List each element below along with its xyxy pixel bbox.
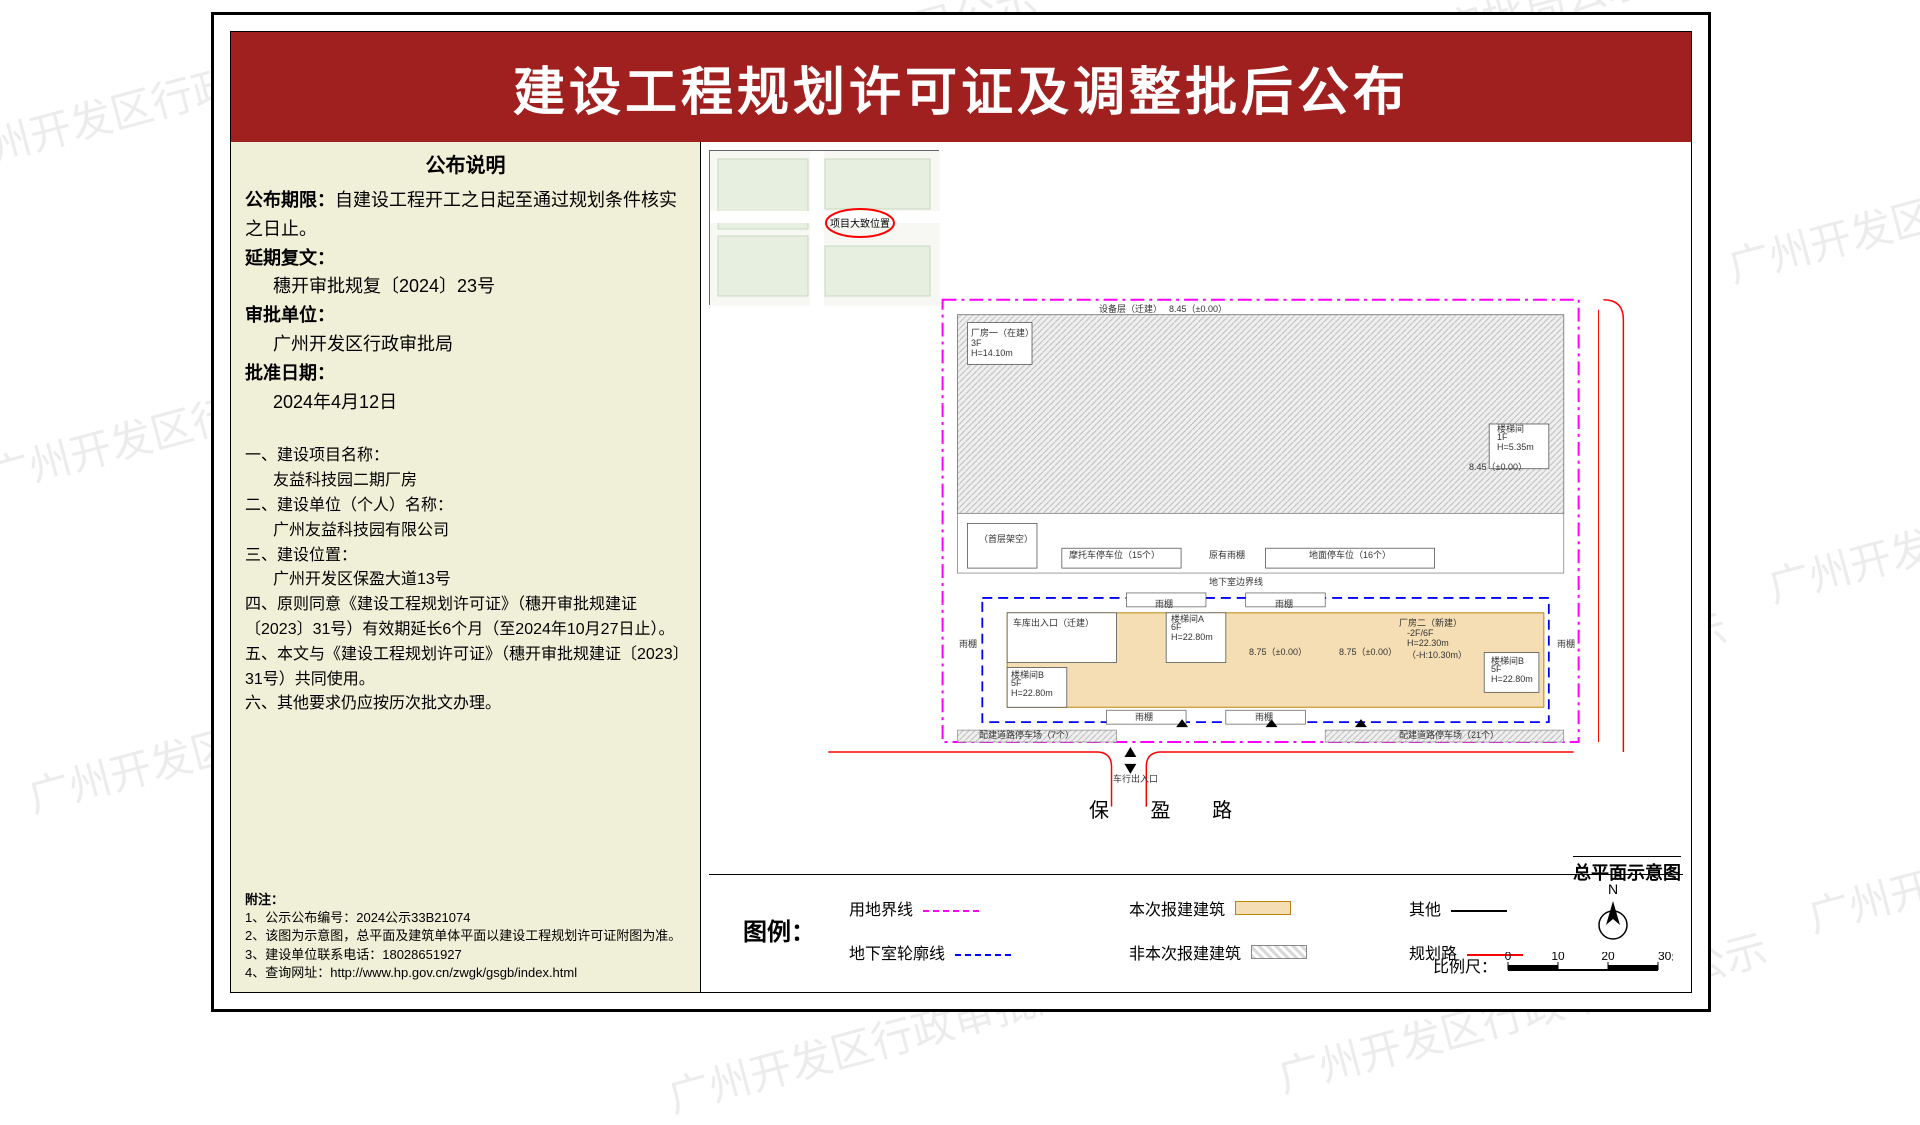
detail-2-text: 广州友益科技园有限公司 — [245, 519, 686, 544]
note-2: 2、该图为示意图，总平面及建筑单体平面以建设工程规划许可证附图为准。 — [245, 927, 686, 945]
site-plan: 厂房一（在建） 3F H=14.10m 设备层（迁建） 8.45（±0.00） … — [709, 150, 1683, 857]
plan-svg — [709, 150, 1683, 857]
lbl-h2b: 5F H=22.80m — [1011, 678, 1053, 698]
delay-label: 延期复文： — [245, 244, 686, 273]
detail-2-label: 二、建设单位（个人）名称： — [245, 494, 686, 519]
announcement-header: 公布说明 — [245, 150, 686, 182]
legend-land-boundary: 用地界线 — [849, 896, 1069, 920]
note-3: 3、建设单位联系电话：18028651927 — [245, 946, 686, 964]
scale-bar: 比例尺： 0 10 20 30米 — [1433, 952, 1673, 978]
lbl-elev2: 8.45（±0.00） — [1469, 460, 1527, 473]
legend-land-boundary-label: 用地界线 — [849, 896, 913, 920]
delay-text: 穗开审批规复〔2024〕23号 — [245, 272, 686, 301]
svg-text:0: 0 — [1505, 952, 1512, 963]
unit-label: 审批单位： — [245, 301, 686, 330]
lbl-setback-l: 配建道路停车场（7个） — [979, 728, 1074, 741]
lbl-elev1: 8.45（±0.00） — [1169, 302, 1227, 315]
date-text: 2024年4月12日 — [245, 388, 686, 417]
detail-4: 四、原则同意《建设工程规划许可证》（穗开审批规建证〔2023〕31号）有效期延长… — [245, 593, 686, 643]
lbl-h5: 1F H=5.35m — [1497, 432, 1534, 452]
lbl-h1: 3F H=14.10m — [971, 338, 1013, 358]
lbl-shed6: 雨棚 — [1557, 637, 1575, 650]
svg-text:10: 10 — [1551, 952, 1565, 963]
legend-basement-label: 地下室轮廓线 — [849, 940, 945, 964]
lbl-h3: -2F/6F H=22.30m （-H:10.30m） — [1407, 628, 1467, 661]
note-4: 4、查询网址：http://www.hp.gov.cn/zwgk/gsgb/in… — [245, 964, 686, 982]
detail-1-label: 一、建设项目名称： — [245, 444, 686, 469]
page-title: 建设工程规划许可证及调整批后公布 — [513, 50, 1409, 125]
legend: 图例： 用地界线 本次报建建筑 其他 地下室轮廓线 — [709, 874, 1683, 984]
lbl-parking-entry: 车库出入口（迁建） — [1013, 616, 1094, 629]
lbl-shed1: 雨棚 — [1155, 597, 1173, 610]
detail-5: 五、本文与《建设工程规划许可证》（穗开审批规建证〔2023〕31号）共同使用。 — [245, 643, 686, 693]
lbl-surface-parking: 地面停车位（16个） — [1309, 548, 1391, 561]
legend-this-building-label: 本次报建建筑 — [1129, 896, 1225, 920]
lbl-shed3: 雨棚 — [1135, 710, 1153, 723]
lbl-equip: 设备层（迁建） — [1099, 302, 1162, 315]
compass-icon — [1588, 897, 1638, 947]
legend-non-this-building: 非本次报建建筑 — [1129, 940, 1349, 964]
scale-label: 比例尺： — [1433, 953, 1497, 977]
lbl-h4: 6F H=22.80m — [1171, 622, 1213, 642]
lbl-shed5: 雨棚 — [959, 637, 977, 650]
legend-label: 图例： — [709, 912, 849, 947]
lbl-elev4: 8.75（±0.00） — [1339, 645, 1397, 658]
legend-this-building: 本次报建建筑 — [1129, 896, 1349, 920]
lbl-setback-r: 配建道路停车场（21个） — [1399, 728, 1499, 741]
legend-this-building-swatch — [1235, 901, 1291, 915]
footnotes: 附注： 1、公示公布编号：2024公示33B21074 2、该图为示意图，总平面… — [245, 891, 686, 982]
compass-n: N — [1583, 881, 1643, 897]
legend-non-this-building-swatch — [1251, 945, 1307, 959]
unit-text: 广州开发区行政审批局 — [245, 330, 686, 359]
lbl-shed2: 雨棚 — [1275, 597, 1293, 610]
legend-other-label: 其他 — [1409, 896, 1441, 920]
document-frame: 建设工程规划许可证及调整批后公布 公布说明 公布期限：自建设工程开工之日起至通过… — [211, 12, 1711, 1012]
date-label: 批准日期： — [245, 359, 686, 388]
lbl-entrance: 车行出入口 — [1113, 772, 1158, 785]
compass: N — [1583, 881, 1643, 950]
note-1: 1、公示公布编号：2024公示33B21074 — [245, 909, 686, 927]
legend-basement-swatch — [955, 954, 1011, 956]
lbl-motor: 摩托车停车位（15个） — [1069, 548, 1160, 561]
watermark: 广州开发区行政审批局公示 — [1801, 756, 1920, 945]
detail-1-text: 友益科技园二期厂房 — [245, 469, 686, 494]
lbl-h2c: 5F H=22.80m — [1491, 664, 1533, 684]
lbl-existing-shed: 原有雨棚 — [1209, 548, 1245, 561]
legend-land-boundary-swatch — [923, 910, 979, 912]
detail-3-text: 广州开发区保盈大道13号 — [245, 568, 686, 593]
title-bar: 建设工程规划许可证及调整批后公布 — [231, 32, 1691, 142]
detail-6: 六、其他要求仍应按历次批文办理。 — [245, 692, 686, 717]
announcement-panel: 公布说明 公布期限：自建设工程开工之日起至通过规划条件核实之日止。 延期复文： … — [231, 142, 701, 992]
period-label: 公布期限： — [245, 190, 335, 210]
legend-other-swatch — [1451, 910, 1507, 912]
legend-basement: 地下室轮廓线 — [849, 940, 1069, 964]
svg-text:20: 20 — [1601, 952, 1615, 963]
lbl-void: （首层架空） — [979, 532, 1033, 545]
lbl-underground: 地下室边界线 — [1209, 575, 1263, 588]
watermark: 广州开发区行政审批局公示 — [1721, 106, 1920, 295]
watermark: 广州开发区行政审批局公示 — [1761, 426, 1920, 615]
svg-text:30米: 30米 — [1658, 952, 1673, 963]
detail-3-label: 三、建设位置： — [245, 544, 686, 569]
legend-non-this-building-label: 非本次报建建筑 — [1129, 940, 1241, 964]
lbl-shed4: 雨棚 — [1255, 710, 1273, 723]
road-name: 保 盈 路 — [1089, 794, 1250, 823]
inner-frame: 建设工程规划许可证及调整批后公布 公布说明 公布期限：自建设工程开工之日起至通过… — [230, 31, 1692, 993]
scale-svg: 0 10 20 30米 — [1503, 952, 1673, 978]
lbl-elev3: 8.75（±0.00） — [1249, 645, 1307, 658]
notes-header: 附注： — [245, 891, 686, 909]
